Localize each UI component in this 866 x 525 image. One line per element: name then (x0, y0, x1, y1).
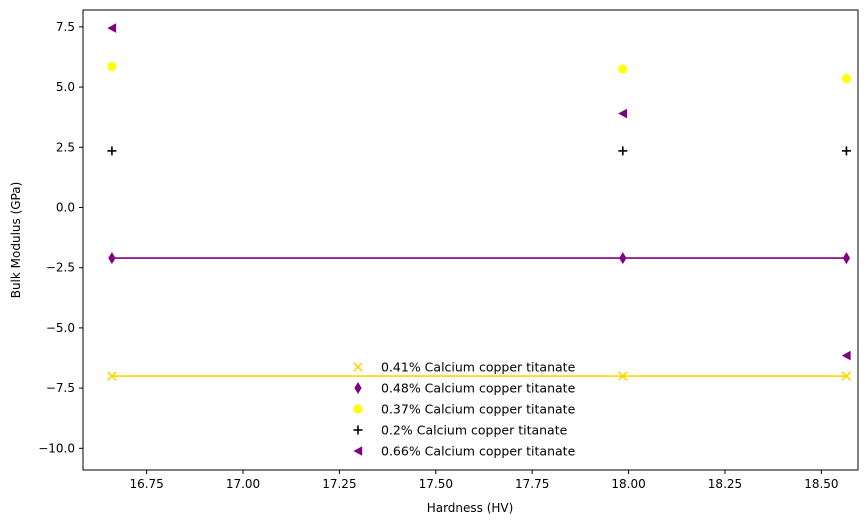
y-tick-label: 7.5 (56, 20, 75, 34)
x-tick-label: 16.75 (129, 477, 163, 491)
data-point (618, 64, 628, 74)
legend-item: 0.41% Calcium copper titanate (353, 360, 576, 375)
legend-item: 0.2% Calcium copper titanate (353, 423, 568, 438)
series-1 (108, 252, 851, 265)
data-point (842, 252, 851, 265)
y-axis: −10.0 −7.5 −5.0 −2.5 0.0 2.5 5.0 7.5 (38, 20, 83, 455)
series-0 (107, 371, 852, 381)
data-point (107, 146, 117, 156)
legend-label: 0.41% Calcium copper titanate (381, 360, 576, 375)
legend-marker (354, 382, 362, 394)
x-tick-label: 17.75 (515, 477, 549, 491)
legend-label: 0.66% Calcium copper titanate (381, 444, 576, 459)
x-axis-label: Hardness (HV) (427, 501, 514, 515)
data-point (841, 146, 851, 156)
data-point (618, 371, 628, 381)
data-point (107, 61, 117, 72)
legend-label: 0.48% Calcium copper titanate (381, 381, 576, 396)
series-2 (107, 61, 852, 84)
data-point (618, 108, 628, 119)
series-4 (107, 23, 851, 361)
x-axis: 16.75 17.00 17.25 17.50 17.75 18.00 18.25 18.50 (129, 470, 839, 491)
legend-marker (353, 446, 363, 456)
marker-stroke (841, 371, 852, 381)
marker-stroke (107, 371, 117, 381)
y-tick-label: −10.0 (38, 441, 75, 455)
x-tick-label: 18.00 (611, 477, 645, 491)
y-tick-label: 0.0 (56, 200, 75, 214)
data-point (841, 371, 852, 381)
y-tick-label: −7.5 (46, 381, 75, 395)
series-layer (107, 23, 852, 381)
legend: 0.41% Calcium copper titanate 0.48% Calci… (353, 360, 576, 459)
data-point (107, 371, 117, 381)
x-tick-label: 18.25 (708, 477, 742, 491)
y-tick-label: −5.0 (46, 321, 75, 335)
legend-item: 0.66% Calcium copper titanate (353, 444, 576, 459)
marker-stroke (353, 362, 363, 372)
x-tick-label: 17.50 (419, 477, 453, 491)
y-axis-label: Bulk Modulus (GPa) (9, 182, 23, 299)
legend-item: 0.37% Calcium copper titanate (353, 402, 576, 417)
x-tick-label: 18.50 (804, 477, 838, 491)
data-point (619, 252, 627, 265)
y-tick-label: 5.0 (56, 80, 75, 94)
legend-marker (353, 362, 363, 372)
data-point (618, 146, 628, 156)
legend-marker (353, 425, 363, 435)
y-tick-label: 2.5 (56, 140, 75, 154)
data-point (841, 350, 851, 361)
legend-label: 0.2% Calcium copper titanate (381, 423, 568, 438)
legend-label: 0.37% Calcium copper titanate (381, 402, 576, 417)
x-tick-label: 17.00 (226, 477, 260, 491)
legend-marker (353, 404, 363, 414)
legend-item: 0.48% Calcium copper titanate (354, 381, 576, 396)
x-tick-label: 17.25 (322, 477, 356, 491)
marker-stroke (618, 371, 628, 381)
data-point (841, 74, 852, 84)
data-point (108, 252, 116, 265)
data-point (107, 23, 117, 33)
y-tick-label: −2.5 (46, 261, 75, 275)
plot-area-frame (82, 9, 859, 471)
series-3 (107, 146, 851, 156)
